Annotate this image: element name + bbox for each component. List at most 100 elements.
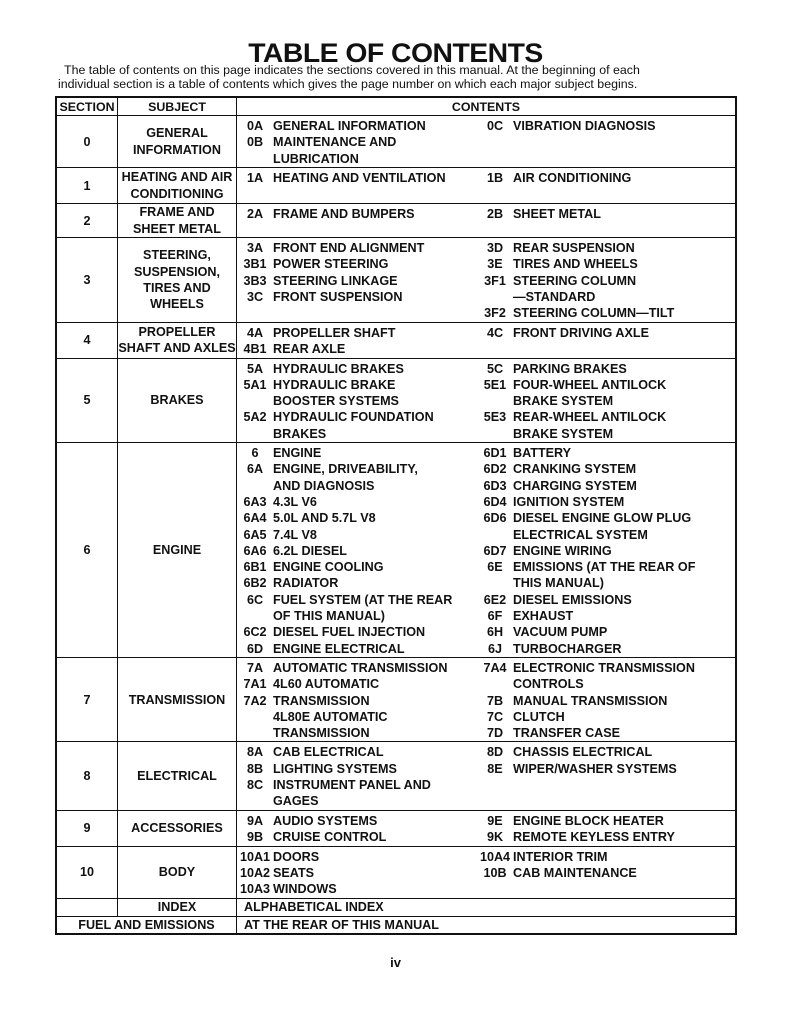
contents-entry: BOOSTER SYSTEMS	[237, 393, 477, 409]
contents-columns: 2A FRAME AND BUMPERS 2B SHEET METAL	[237, 206, 735, 222]
contents-columns: 10A1 DOORS 10A2 SEATS 10A3 WINDOWS 10A4 INTERIO…	[237, 849, 735, 898]
entry-title: HEATING AND VENTILATION	[273, 171, 446, 185]
contents-entry: 0A GENERAL INFORMATION	[237, 118, 477, 134]
contents-entry: BRAKE SYSTEM	[477, 393, 717, 409]
contents-entry: 3F1 STEERING COLUMN	[477, 273, 717, 289]
entry-code: 3E	[487, 257, 503, 272]
contents-column-right: 9E ENGINE BLOCK HEATER 9K REMOTE KEYLESS EN…	[477, 813, 717, 846]
entry-title: LUBRICATION	[273, 151, 359, 166]
entry-code: 10A3	[239, 882, 271, 897]
contents-entry: 3D REAR SUSPENSION	[477, 240, 717, 256]
section-number: 2	[55, 203, 118, 238]
entry-code	[477, 289, 513, 305]
entry-title: CONTROLS	[513, 677, 584, 692]
entry-code: 6C2	[243, 625, 267, 640]
entry-title: CAB MAINTENANCE	[513, 865, 637, 880]
contents-entry: —STANDARD	[477, 289, 717, 305]
entry-title: AUDIO SYSTEMS	[273, 813, 378, 828]
contents-entry: AND DIAGNOSIS	[237, 478, 477, 494]
contents-entry: 6H VACUUM PUMP	[477, 624, 717, 640]
page-number: iv	[390, 955, 401, 970]
contents-cell: 10A1 DOORS 10A2 SEATS 10A3 WINDOWS 10A4 INTERIO…	[236, 845, 737, 899]
entry-title: PROPELLER SHAFT	[273, 326, 396, 340]
entry-code	[237, 478, 273, 494]
entry-code: 6	[251, 446, 259, 461]
contents-entry: 10A2 SEATS	[237, 865, 477, 881]
contents-entry: 2A FRAME AND BUMPERS	[237, 206, 477, 222]
entry-title: ENGINE WIRING	[513, 543, 612, 558]
entry-title: VIBRATION DIAGNOSIS	[513, 119, 656, 133]
entry-code: 6B1	[243, 560, 267, 575]
contents-entry: 6E EMISSIONS (AT THE REAR OF	[477, 559, 717, 575]
subject-line: TRANSMISSION	[128, 692, 226, 707]
contents-entry: 6D7 ENGINE WIRING	[477, 543, 717, 559]
entry-title: HYDRAULIC BRAKE	[273, 377, 396, 392]
entry-code: 6J	[487, 641, 502, 656]
entry-title: BRAKE SYSTEM	[513, 394, 614, 409]
entry-title: INTERIOR TRIM	[513, 849, 608, 864]
contents-cell: 9A AUDIO SYSTEMS 9B CRUISE CONTROL 9E ENGINE …	[236, 809, 737, 847]
contents-entry: 7D TRANSFER CASE	[477, 725, 717, 741]
entry-code	[237, 709, 273, 725]
entry-title: SHEET METAL	[513, 207, 601, 221]
page-title: TABLE OF CONTENTS	[248, 38, 543, 68]
contents-table: SECTION SUBJECT CONTENTS 0 GENERAL INFORMA…	[55, 96, 737, 935]
entry-code: 2A	[246, 207, 264, 221]
entry-title: CRANKING SYSTEM	[513, 462, 637, 477]
entry-code: 6F	[487, 609, 503, 624]
contents-entry: 3C FRONT SUSPENSION	[237, 289, 477, 305]
contents-entry: TRANSMISSION	[237, 725, 477, 741]
entry-code: 5A	[246, 361, 264, 376]
entry-title: ENGINE ELECTRICAL	[273, 641, 405, 656]
entry-title: DIESEL ENGINE GLOW PLUG	[513, 511, 692, 526]
entry-code: 9A	[246, 813, 264, 828]
table-row: 1 HEATING AND AIR CONDITIONING 1A HEATING AN…	[55, 167, 737, 204]
entry-code: 8B	[246, 761, 264, 776]
entry-code: 6A6	[243, 543, 267, 558]
entry-title: DOORS	[273, 849, 320, 864]
contents-column-right: 2B SHEET METAL	[477, 206, 717, 222]
entry-title: 4L60 AUTOMATIC	[273, 677, 380, 692]
subject-cell: GENERAL INFORMATION	[117, 115, 237, 168]
entry-title: 4.3L V6	[273, 494, 317, 509]
entry-code: 7D	[486, 726, 504, 741]
subject-line: WHEELS	[150, 297, 204, 312]
entry-code: 8A	[246, 745, 264, 760]
contents-entry: 9A AUDIO SYSTEMS	[237, 813, 477, 829]
contents-columns: 6 ENGINE 6A ENGINE, DRIVEABILITY, AND DIAGNO…	[237, 445, 735, 657]
index-contents: ALPHABETICAL INDEX	[236, 897, 737, 917]
contents-entry: 6J TURBOCHARGER	[477, 641, 717, 657]
entry-title: STEERING COLUMN—TILT	[513, 306, 675, 321]
contents-cell: 4A PROPELLER SHAFT 4B1 REAR AXLE 4C FRONT DRI…	[236, 322, 737, 359]
contents-entry: 10A4 INTERIOR TRIM	[477, 849, 717, 865]
entry-title: THIS MANUAL)	[513, 576, 604, 591]
section-number: 10	[55, 845, 118, 899]
header-contents: CONTENTS	[236, 96, 737, 116]
entry-title: GENERAL INFORMATION	[273, 119, 426, 133]
contents-entry: 6D1 BATTERY	[477, 445, 717, 461]
entry-title: 4L80E AUTOMATIC	[273, 709, 388, 724]
entry-code	[477, 393, 513, 409]
contents-entry: BRAKES	[237, 426, 477, 442]
contents-column-left: 1A HEATING AND VENTILATION	[237, 170, 477, 186]
entry-title: MANUAL TRANSMISSION	[513, 693, 668, 708]
contents-entry: 5E1 FOUR-WHEEL ANTILOCK	[477, 377, 717, 393]
contents-entry: 7A AUTOMATIC TRANSMISSION	[237, 660, 477, 676]
contents-entry: 7C CLUTCH	[477, 709, 717, 725]
subject-line: BODY	[158, 864, 196, 879]
subject-line: PROPELLER	[138, 325, 216, 339]
contents-entry: 7A4 ELECTRONIC TRANSMISSION	[477, 660, 717, 676]
entry-title: WIPER/WASHER SYSTEMS	[513, 761, 677, 776]
contents-cell: 3A FRONT END ALIGNMENT 3B1 POWER STEERING 3B…	[236, 237, 737, 323]
entry-title: FRONT END ALIGNMENT	[273, 241, 425, 255]
entry-code: 5A2	[243, 410, 267, 425]
subject-line: BRAKES	[150, 393, 204, 408]
subject-line: STEERING,	[143, 248, 211, 263]
entry-code	[477, 676, 513, 692]
contents-column-right: 4C FRONT DRIVING AXLE	[477, 325, 717, 358]
contents-entry: 9K REMOTE KEYLESS ENTRY	[477, 829, 717, 845]
contents-entry: OF THIS MANUAL)	[237, 608, 477, 624]
contents-column-right: 0C VIBRATION DIAGNOSIS	[477, 118, 717, 167]
contents-cell: 8A CAB ELECTRICAL 8B LIGHTING SYSTEMS 8C INST…	[236, 741, 737, 811]
